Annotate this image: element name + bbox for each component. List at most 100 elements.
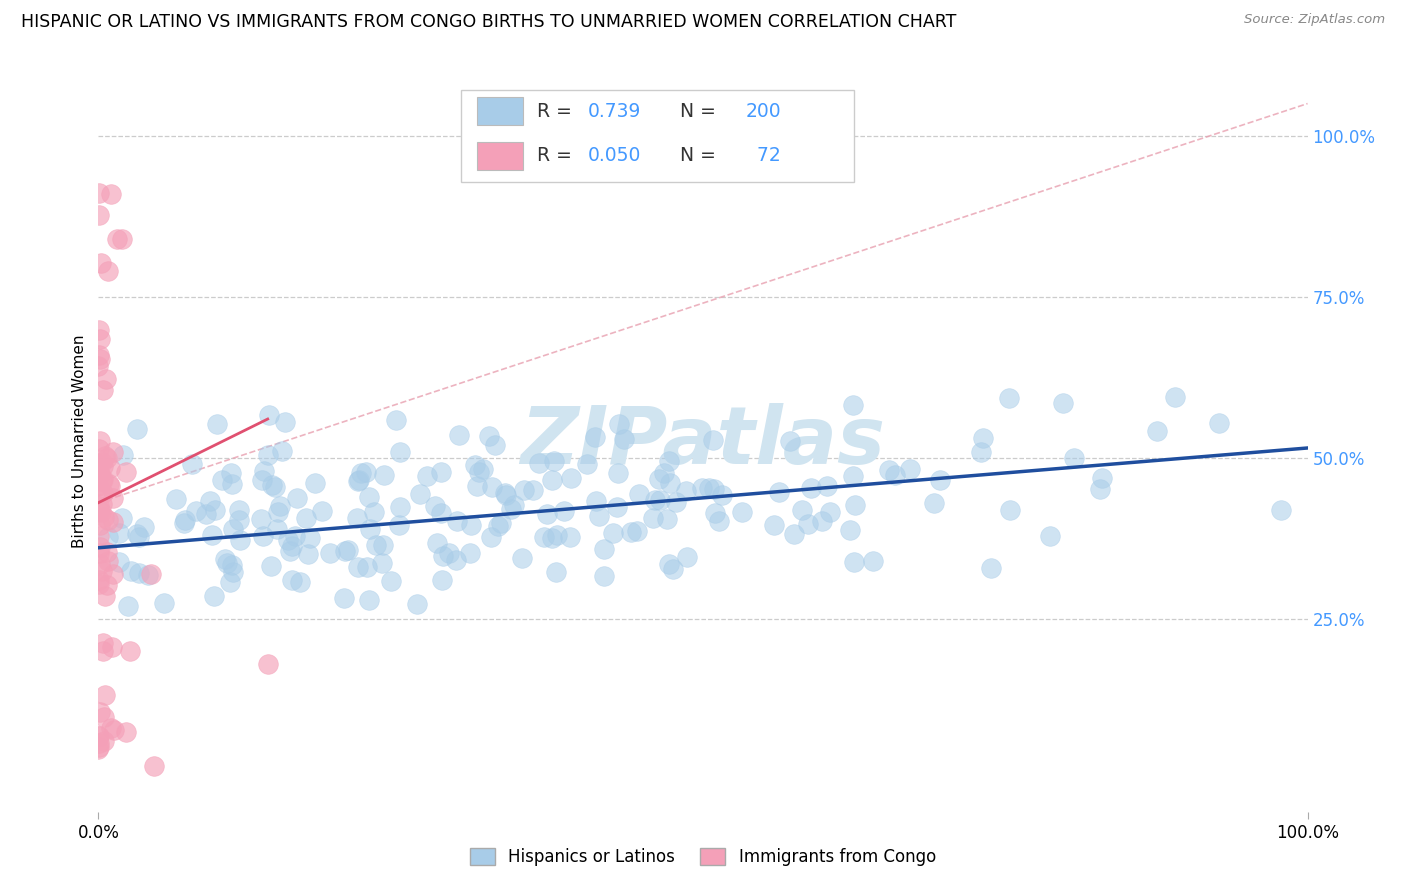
Point xyxy=(430,506,453,520)
Point xyxy=(464,458,486,472)
Point xyxy=(460,517,482,532)
Point xyxy=(90,256,112,270)
Point xyxy=(108,526,131,541)
Point xyxy=(101,491,124,505)
Point xyxy=(93,510,115,524)
Point xyxy=(585,494,607,508)
Point xyxy=(96,545,118,559)
Point xyxy=(89,434,111,448)
Point xyxy=(103,723,125,737)
Text: N =: N = xyxy=(668,102,721,120)
Text: R =: R = xyxy=(537,102,578,120)
Point xyxy=(692,481,714,495)
Point xyxy=(544,565,567,579)
Point xyxy=(655,511,678,525)
Point xyxy=(371,538,394,552)
Point xyxy=(388,500,411,515)
Point xyxy=(91,636,114,650)
Point xyxy=(430,465,453,479)
Point xyxy=(350,466,373,480)
Point xyxy=(87,323,110,337)
Point xyxy=(87,477,110,491)
Point xyxy=(1063,451,1085,466)
Point xyxy=(181,457,204,471)
Point xyxy=(779,434,801,448)
Point xyxy=(371,556,394,570)
Point xyxy=(648,493,671,508)
Point xyxy=(127,527,149,541)
Point xyxy=(354,465,377,479)
Point xyxy=(356,560,378,574)
Point xyxy=(1270,503,1292,517)
Point xyxy=(641,511,664,525)
Point xyxy=(90,496,112,510)
Point xyxy=(703,506,725,520)
Point xyxy=(347,559,370,574)
Point xyxy=(702,434,724,448)
Point xyxy=(89,729,111,743)
Point xyxy=(458,546,481,560)
Point xyxy=(94,449,117,463)
Point xyxy=(522,483,544,497)
Point xyxy=(98,461,121,475)
Point xyxy=(665,495,688,509)
Point xyxy=(363,505,385,519)
Point xyxy=(447,427,470,442)
Point xyxy=(486,519,509,533)
Point xyxy=(800,481,823,495)
Point xyxy=(661,562,683,576)
Point xyxy=(215,556,238,570)
Point xyxy=(267,505,290,519)
Point xyxy=(620,524,643,539)
Point xyxy=(274,415,297,429)
Point xyxy=(91,455,114,469)
Point xyxy=(200,494,222,508)
FancyBboxPatch shape xyxy=(477,142,523,169)
Point xyxy=(1208,417,1230,431)
Text: ZIPatlas: ZIPatlas xyxy=(520,402,886,481)
Point xyxy=(592,541,614,556)
Point xyxy=(165,491,187,506)
Point xyxy=(90,474,112,488)
Point xyxy=(444,553,467,567)
Point xyxy=(257,408,280,422)
Point xyxy=(253,464,276,478)
Point xyxy=(93,709,115,723)
Point xyxy=(842,469,865,483)
Point xyxy=(100,721,122,735)
Point xyxy=(697,481,720,495)
Point xyxy=(93,383,115,397)
Point xyxy=(540,473,562,487)
Point xyxy=(297,547,319,561)
Text: Source: ZipAtlas.com: Source: ZipAtlas.com xyxy=(1244,13,1385,27)
Point xyxy=(115,724,138,739)
Point xyxy=(359,490,381,504)
Point xyxy=(388,517,411,532)
Point xyxy=(256,657,278,671)
Point xyxy=(842,398,865,412)
Text: 72: 72 xyxy=(745,146,782,165)
Point xyxy=(87,742,110,756)
Point xyxy=(782,527,804,541)
Point xyxy=(811,514,834,528)
Point xyxy=(588,509,610,524)
Point xyxy=(101,445,124,459)
Point xyxy=(844,498,866,512)
Point xyxy=(560,471,582,485)
Point xyxy=(153,596,176,610)
Point xyxy=(540,531,562,545)
Point xyxy=(628,487,651,501)
Point xyxy=(1052,396,1074,410)
Point xyxy=(89,736,111,750)
Point xyxy=(134,520,156,534)
Point xyxy=(998,503,1021,517)
Point xyxy=(703,483,725,497)
Point xyxy=(117,599,139,613)
Point xyxy=(373,467,395,482)
Point xyxy=(416,469,439,483)
Point xyxy=(815,479,838,493)
Point xyxy=(228,512,250,526)
Point xyxy=(432,549,454,563)
Point xyxy=(98,478,121,492)
Point xyxy=(100,186,122,201)
